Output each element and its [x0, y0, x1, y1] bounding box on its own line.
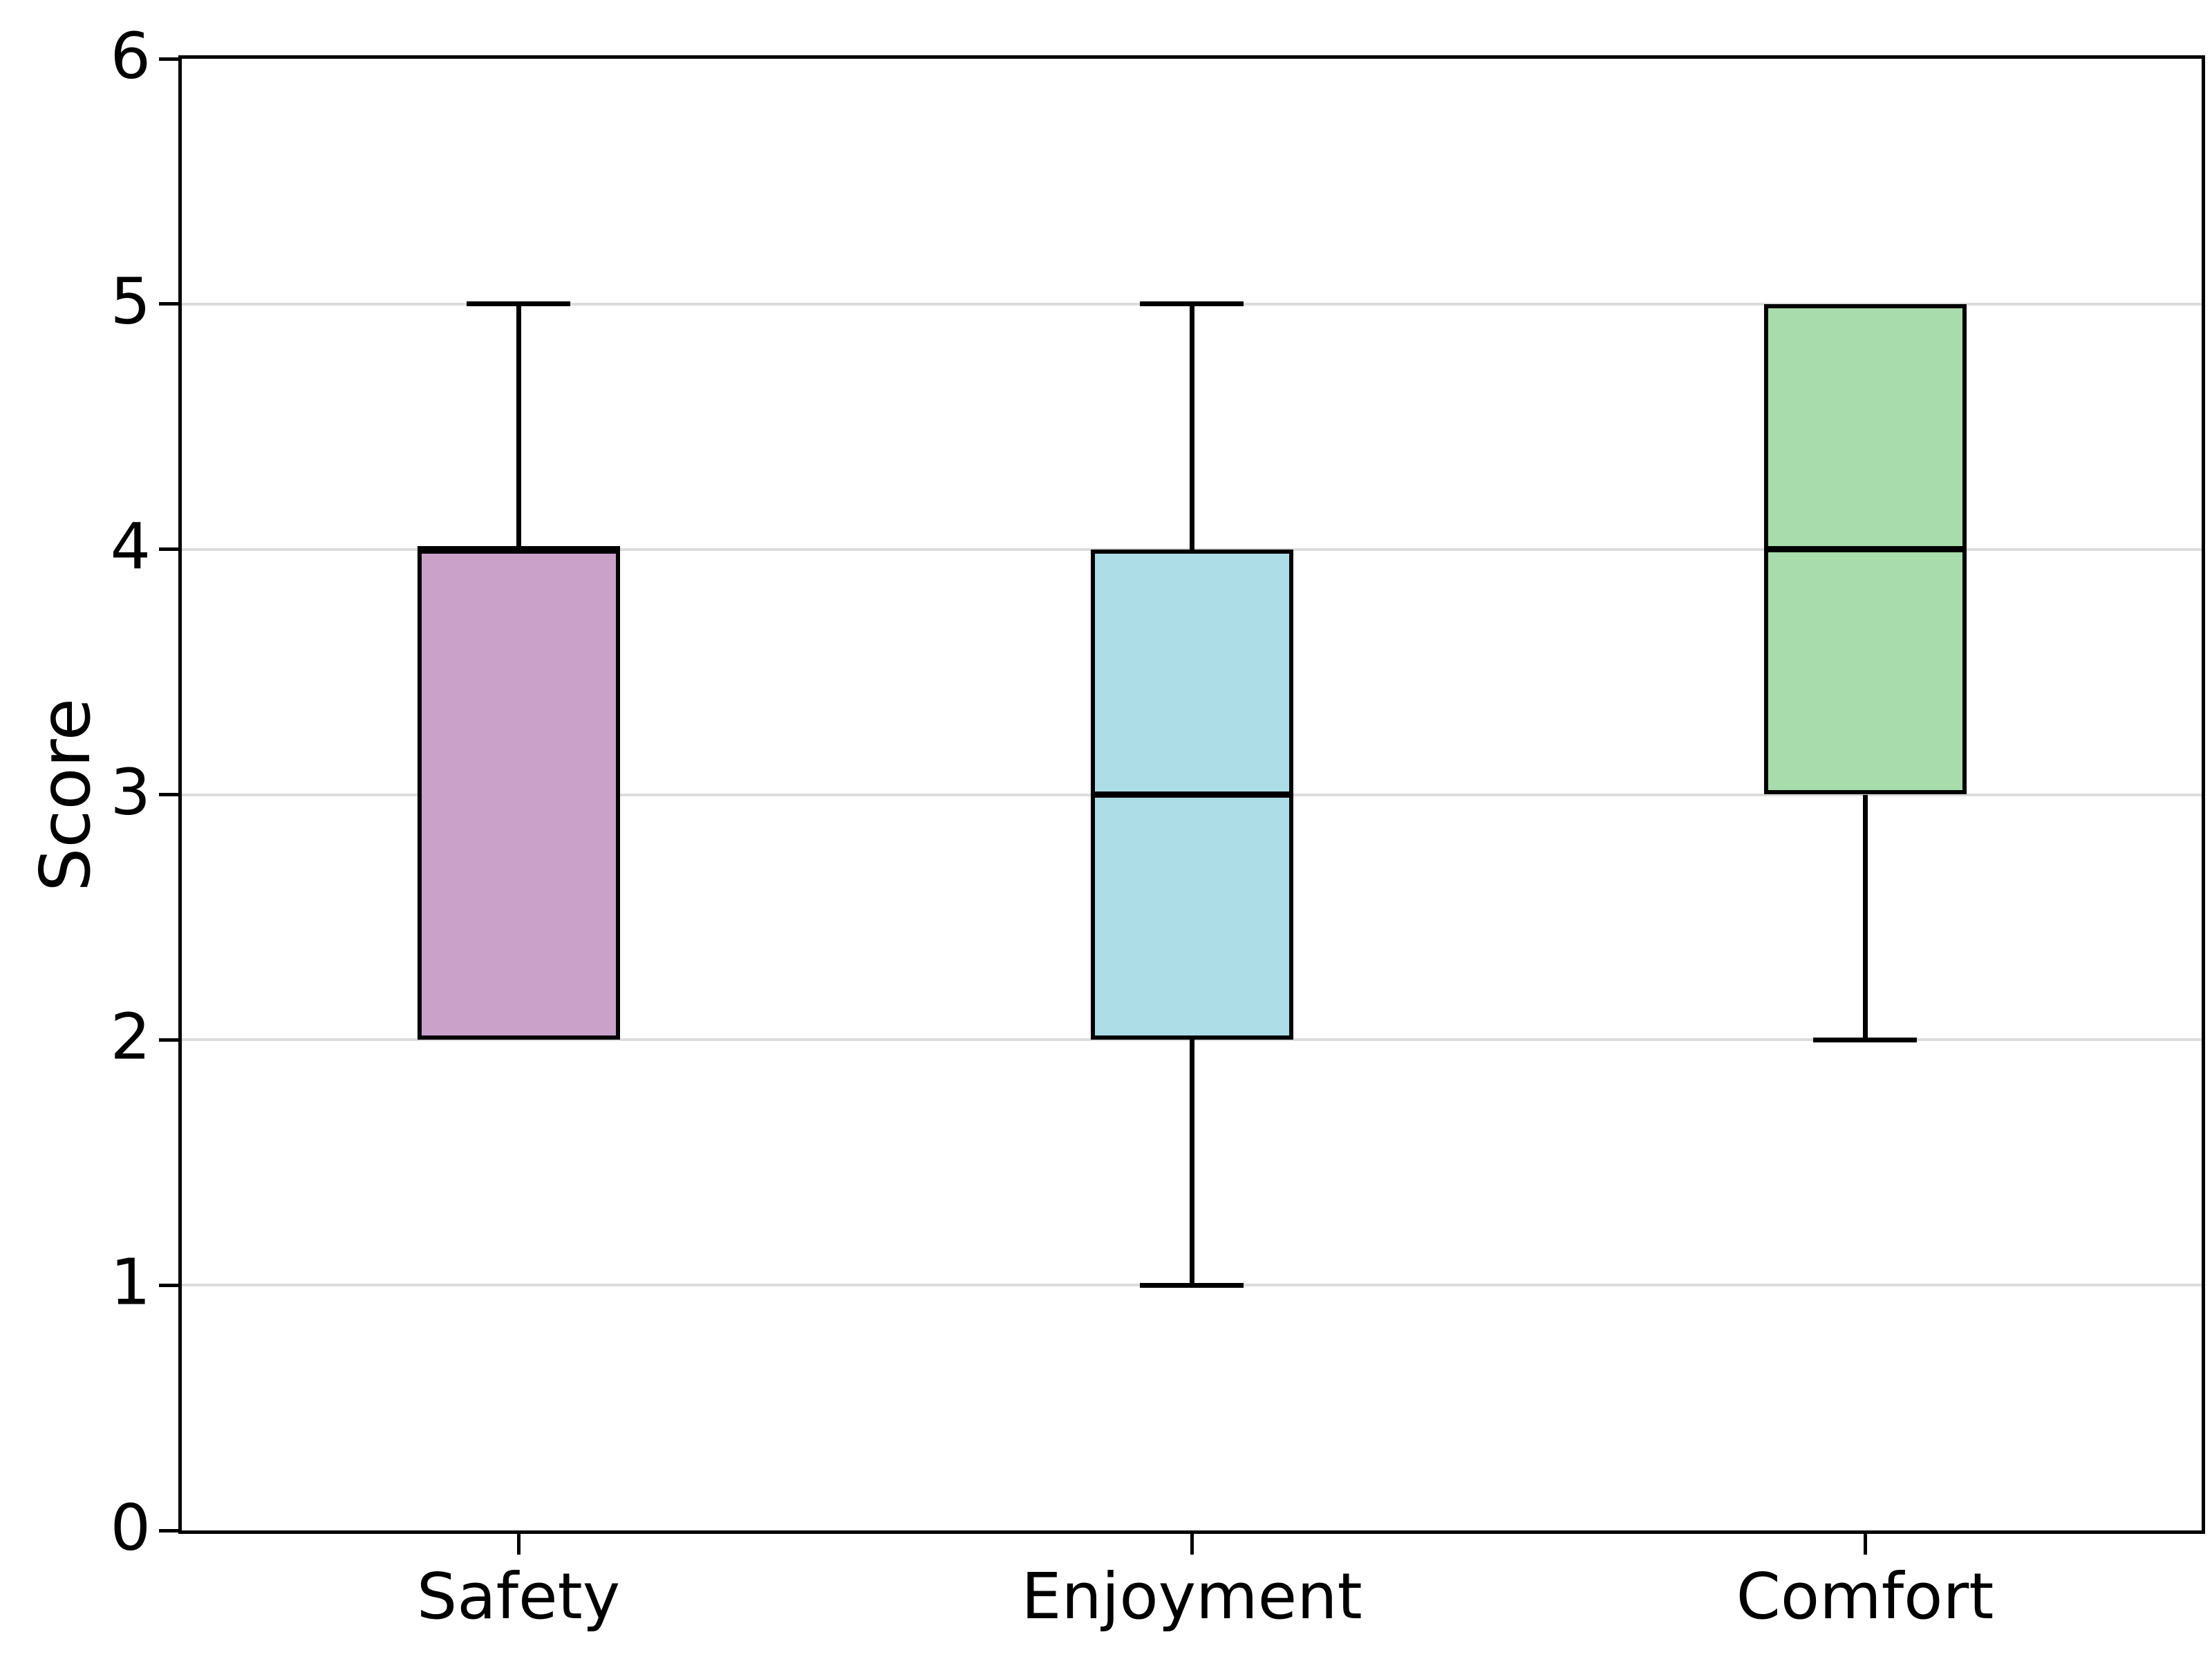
- upper-whisker-line: [1189, 303, 1194, 550]
- y-tick-mark: [159, 57, 178, 61]
- median-line: [1763, 546, 1967, 553]
- y-tick-label: 2: [110, 1000, 151, 1074]
- upper-whisker-cap: [1140, 301, 1244, 307]
- y-tick-mark: [159, 1038, 178, 1042]
- median-line: [417, 546, 620, 553]
- x-tick-mark: [1863, 1530, 1867, 1555]
- y-tick-mark: [159, 1528, 178, 1533]
- upper-whisker-cap: [467, 301, 570, 307]
- lower-whisker-cap: [1813, 1037, 1917, 1042]
- y-tick-mark: [159, 547, 178, 552]
- y-tick-label: 0: [110, 1490, 151, 1565]
- plot-area: 0 1 2 3 4 5 6 Safety Enjoyment Comfort: [110, 24, 2205, 1629]
- y-tick-label: 6: [110, 19, 151, 93]
- upper-whisker-line: [516, 303, 521, 550]
- y-tick-label: 5: [110, 264, 151, 339]
- y-tick-label: 4: [110, 509, 151, 583]
- x-tick-label-comfort: Comfort: [1736, 1559, 1994, 1633]
- y-tick-mark: [159, 1283, 178, 1287]
- lower-whisker-line: [1189, 1040, 1194, 1286]
- x-tick-mark: [1190, 1530, 1194, 1555]
- median-line: [1090, 791, 1293, 798]
- x-tick-label-safety: Safety: [416, 1559, 621, 1633]
- lower-whisker-cap: [1140, 1282, 1244, 1288]
- y-tick-mark: [159, 793, 178, 796]
- y-tick-label: 3: [110, 754, 151, 829]
- y-tick-label: 1: [110, 1245, 151, 1320]
- y-tick-mark: [159, 302, 178, 306]
- x-tick-mark: [516, 1530, 521, 1555]
- box-safety: [417, 549, 620, 1040]
- lower-whisker-line: [1862, 794, 1868, 1040]
- x-tick-label-enjoyment: Enjoyment: [1021, 1559, 1362, 1633]
